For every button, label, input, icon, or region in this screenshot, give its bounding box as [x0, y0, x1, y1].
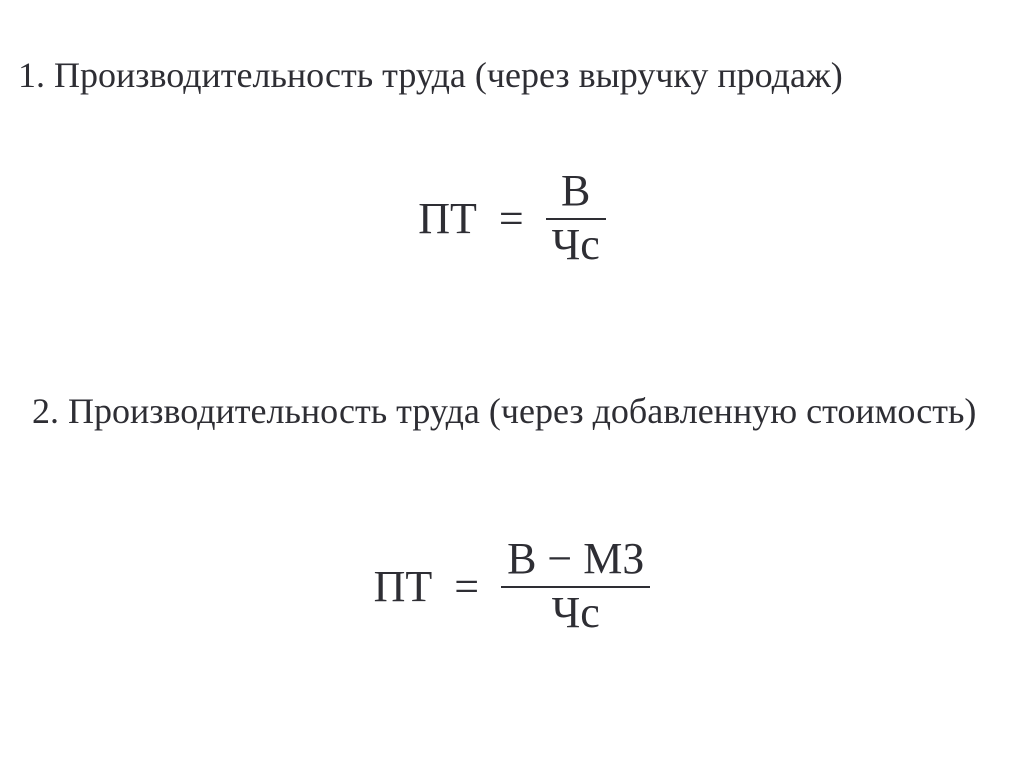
formula-2-denominator: Чс: [546, 590, 606, 636]
formula-2-lhs: ПТ: [374, 561, 433, 612]
formula-2-body: ПТ = В − МЗ Чс: [374, 536, 651, 636]
formula-1-numerator: В: [555, 168, 596, 214]
equals-sign: =: [450, 561, 483, 612]
formula-1-denominator: Чс: [546, 222, 606, 268]
formula-2-numerator: В − МЗ: [501, 536, 650, 582]
section-1-formula: ПТ = В Чс: [0, 168, 1024, 268]
equals-sign: =: [495, 193, 528, 244]
formula-1-fraction: В Чс: [546, 168, 606, 268]
section-2-formula: ПТ = В − МЗ Чс: [0, 536, 1024, 636]
formula-2-fraction: В − МЗ Чс: [501, 536, 650, 636]
section-1-heading: 1. Производительность труда (через выруч…: [18, 52, 998, 99]
formula-1-body: ПТ = В Чс: [418, 168, 606, 268]
formula-1-lhs: ПТ: [418, 193, 477, 244]
slide: 1. Производительность труда (через выруч…: [0, 0, 1024, 768]
section-2-heading: 2. Производительность труда (через добав…: [32, 388, 992, 435]
